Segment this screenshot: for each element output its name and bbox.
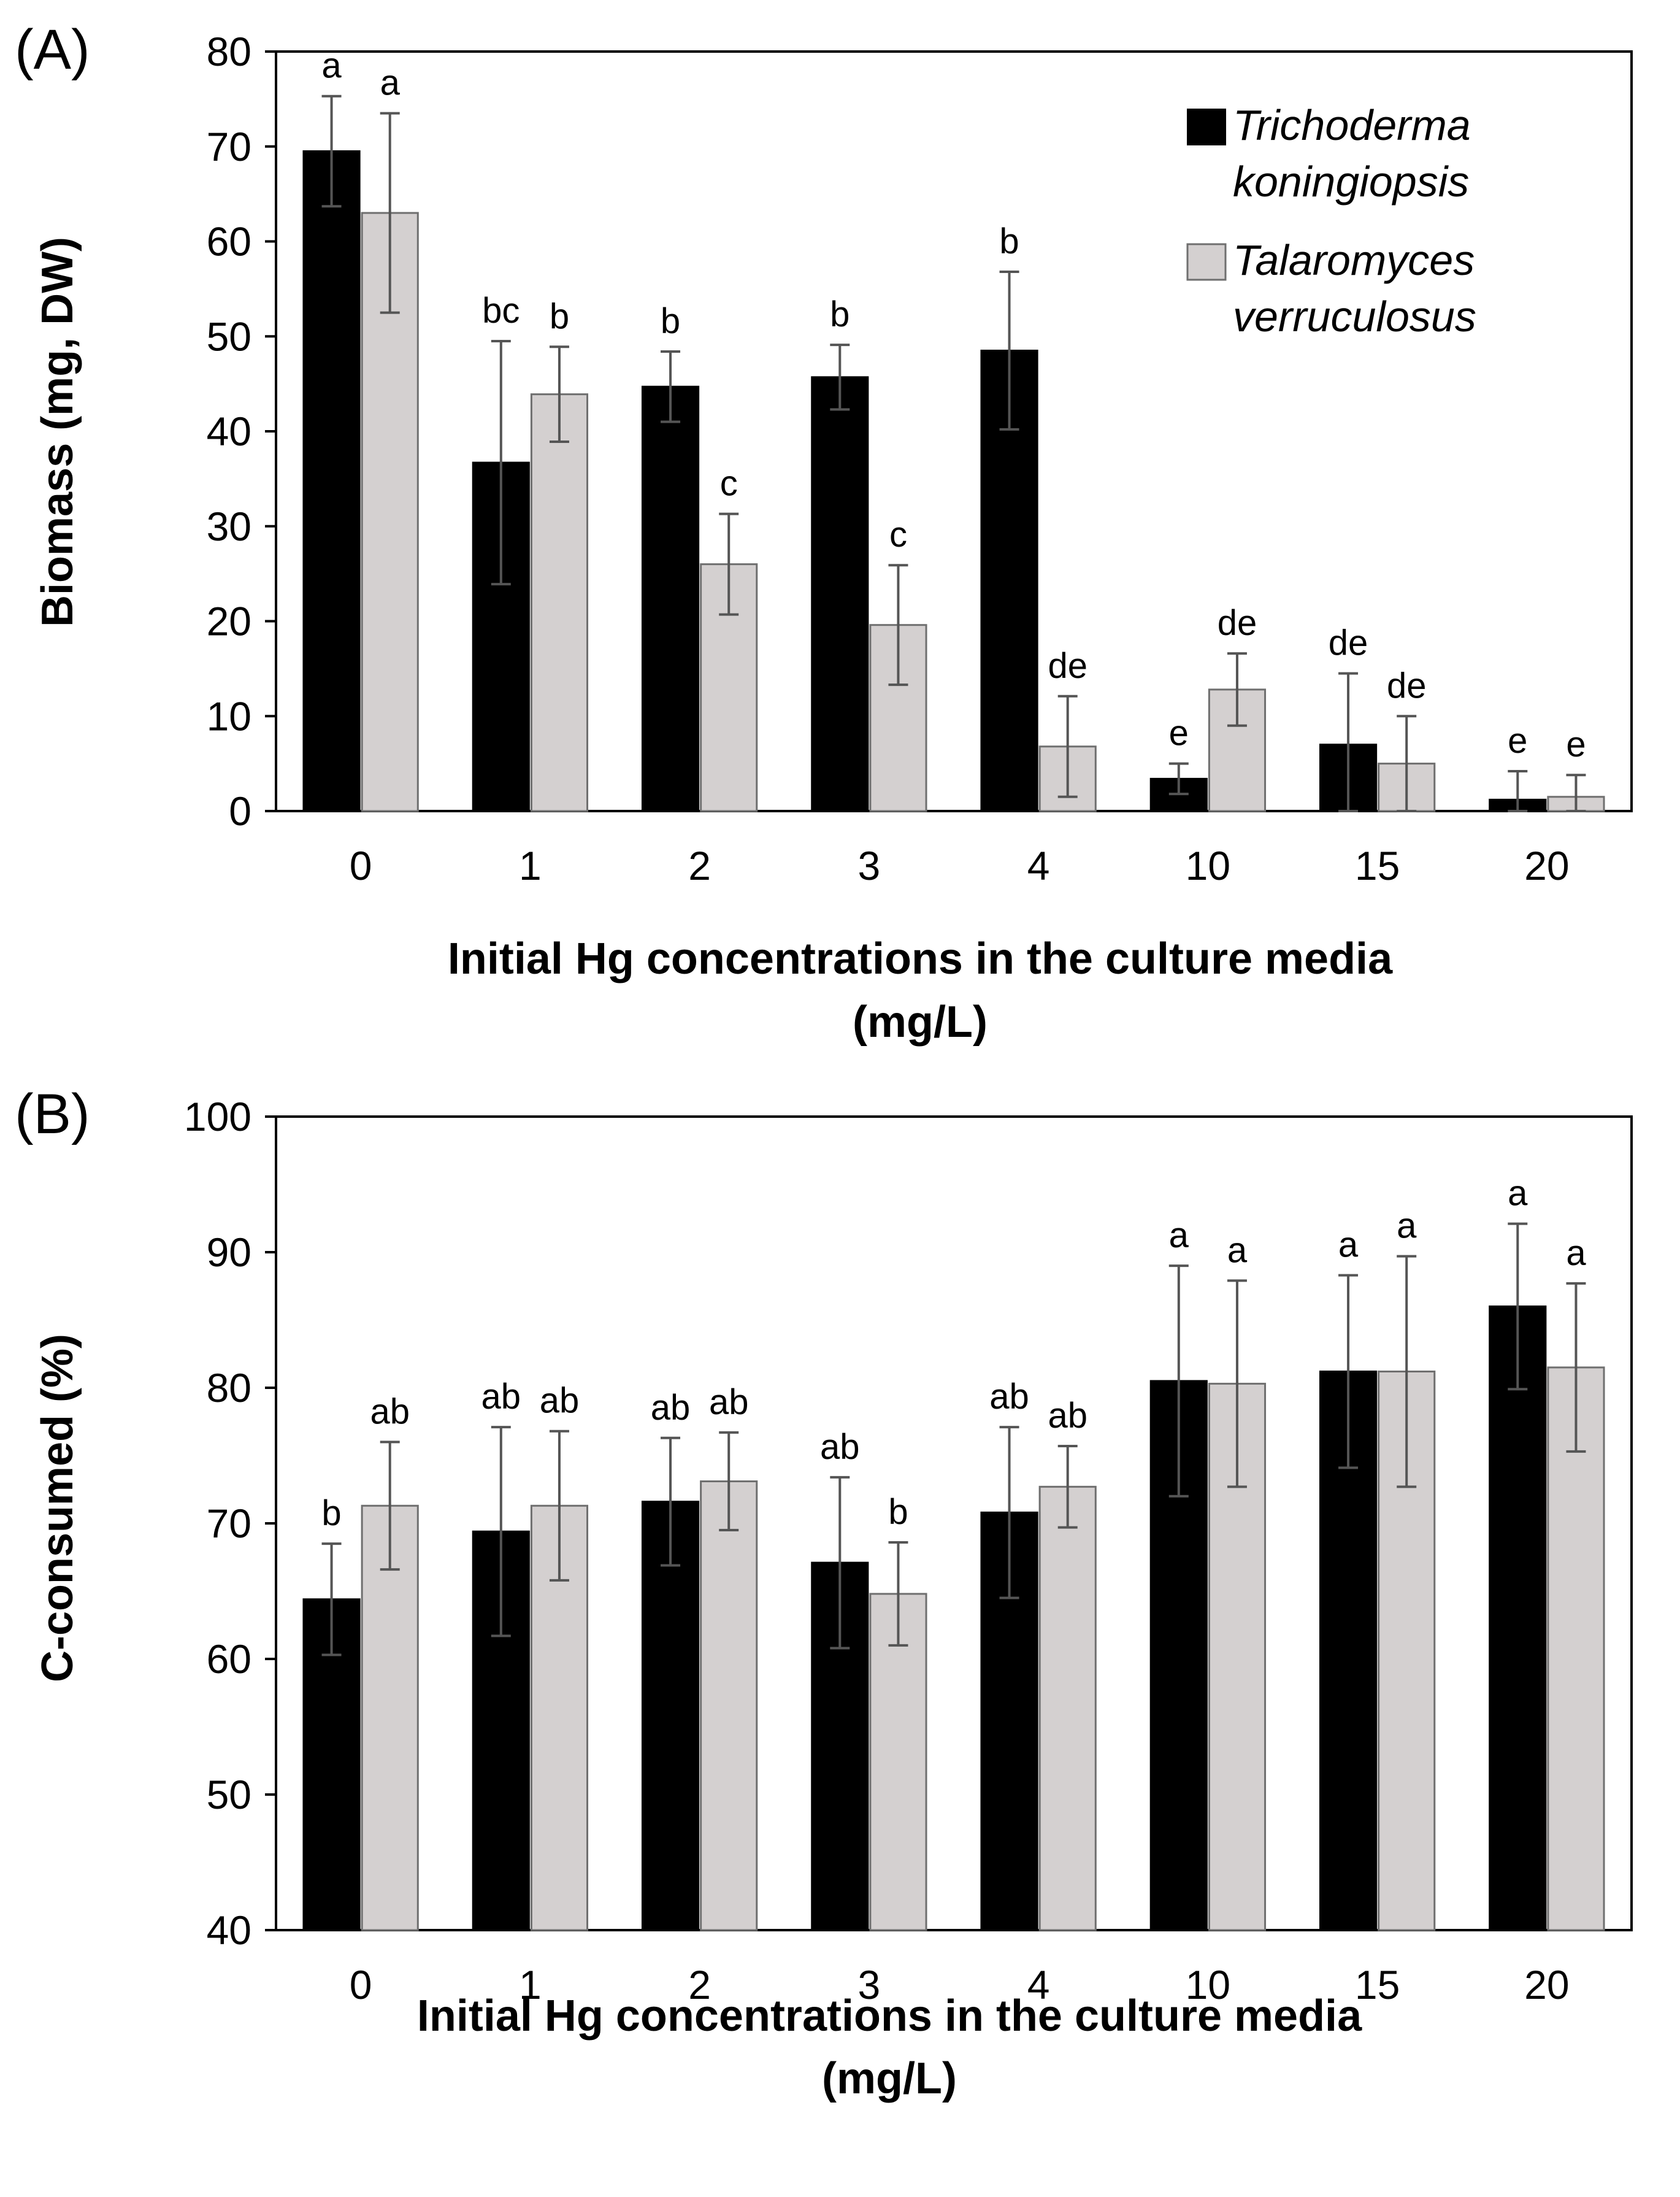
panel-b-y-tick-label-90: 90 — [207, 1229, 251, 1275]
panel-b-bar-s2-4 — [1038, 1485, 1097, 1931]
panel-a-y-axis-title: Biomass (mg, DW) — [33, 237, 82, 627]
panel-b-sig-letter-s2-20: a — [1566, 1233, 1586, 1273]
panel-b-sig-letter-s2-2: ab — [709, 1382, 749, 1422]
panel-b-sig-letter-s1-20: a — [1508, 1174, 1528, 1214]
panel-a-sig-letter-s1-3: b — [830, 294, 850, 334]
panel-b-sig-letter-s2-10: a — [1227, 1230, 1248, 1270]
legend-label-talaromyces-line2: verruculosus — [1233, 293, 1476, 341]
panel-b-y-axis-title: C-consumed (%) — [33, 1334, 82, 1682]
panel-b-x-tick-label-2: 2 — [688, 1962, 711, 2007]
panel-b-y-tick-label-50: 50 — [207, 1772, 251, 1817]
panel-a-sig-letter-s1-2: b — [661, 301, 680, 341]
panel-b-sig-letter-s2-15: a — [1397, 1206, 1417, 1246]
panel-a-bar-s1-3 — [811, 376, 869, 812]
panel-b-bar-s2-20 — [1547, 1366, 1605, 1931]
panel-b-sig-letter-s1-3: ab — [820, 1427, 860, 1467]
panel-a-sig-letter-s1-0: a — [321, 46, 342, 86]
legend-swatch-talaromyces — [1186, 243, 1227, 281]
panel-a-sig-letter-s2-4: de — [1048, 646, 1087, 686]
legend: Trichoderma koningiopsis Talaromyces ver… — [1186, 101, 1476, 341]
panel-a-sig-letter-s2-20: e — [1566, 725, 1586, 764]
panel-a-y-tick-label-50: 50 — [207, 314, 251, 359]
panel-a-sig-letter-s1-4: b — [999, 221, 1019, 261]
panel-b-bar-s2-2 — [700, 1480, 758, 1931]
panel-a-sig-letter-s1-1: bc — [482, 291, 520, 331]
panel-b-y-tick-label-60: 60 — [207, 1636, 251, 1682]
panel-a-y-tick-label-10: 10 — [207, 693, 251, 739]
panel-b-y-tick-label-80: 80 — [207, 1365, 251, 1410]
panel-a-x-tick-label-2: 2 — [688, 843, 711, 888]
panel-a-sig-letter-s1-10: e — [1169, 714, 1189, 753]
panel-a-y-tick-label-20: 20 — [207, 599, 251, 644]
panel-a-sig-letter-s1-15: de — [1329, 623, 1368, 663]
panel-a-x-tick-label-3: 3 — [858, 843, 881, 888]
panel-a-x-tick-label-0: 0 — [350, 843, 372, 888]
panel-b-x-axis-title-units: (mg/L) — [822, 2054, 957, 2103]
panel-b-bar-s2-0 — [361, 1504, 419, 1931]
panel-a-bar-s2-1 — [530, 393, 589, 812]
panel-b-sig-letter-s1-15: a — [1338, 1225, 1359, 1265]
panel-a-x-axis-title-units: (mg/L) — [853, 998, 988, 1047]
panel-b-sig-letter-s2-1: ab — [540, 1381, 580, 1421]
panel-a-sig-letter-s2-15: de — [1387, 666, 1427, 706]
panel-b-x-tick-label-10: 10 — [1186, 1962, 1230, 2007]
panel-a-sig-letter-s2-3: c — [889, 515, 907, 555]
panel-a-y-tick-label-40: 40 — [207, 409, 251, 454]
panel-b-label: (B) — [15, 1083, 90, 1145]
panel-a-y-tick-label-0: 0 — [229, 788, 251, 834]
panel-a-x-tick-label-4: 4 — [1027, 843, 1050, 888]
panel-b-y-tick-label-100: 100 — [184, 1094, 251, 1139]
panel-b-x-axis-title: Initial Hg concentrations in the culture… — [417, 1991, 1362, 2041]
panel-b-y-tick-label-40: 40 — [207, 1907, 251, 1953]
panel-b-sig-letter-s1-4: ab — [989, 1377, 1029, 1417]
panel-b-sig-letter-s2-4: ab — [1048, 1396, 1087, 1436]
panel-b-x-tick-label-4: 4 — [1027, 1962, 1050, 2007]
legend-label-talaromyces-line1: Talaromyces — [1233, 236, 1475, 284]
panel-b-y-tick-label-70: 70 — [207, 1501, 251, 1546]
panel-a-sig-letter-s2-2: c — [720, 464, 738, 504]
panel-a-x-tick-label-10: 10 — [1186, 843, 1230, 888]
panel-b-x-tick-label-0: 0 — [350, 1962, 372, 2007]
panel-a-sig-letter-s2-0: a — [380, 63, 401, 103]
panel-b-sig-letter-s1-10: a — [1169, 1215, 1189, 1255]
panel-a-y-tick-label-80: 80 — [207, 29, 251, 74]
panel-a-bar-s1-0 — [302, 150, 361, 812]
panel-a-x-tick-label-20: 20 — [1524, 843, 1569, 888]
panel-a-x-tick-label-1: 1 — [519, 843, 542, 888]
panel-b-sig-letter-s1-1: ab — [481, 1377, 521, 1417]
panel-b-sig-letter-s2-0: ab — [370, 1391, 410, 1431]
panel-a-x-tick-label-15: 15 — [1355, 843, 1400, 888]
legend-label-trichoderma-line1: Trichoderma — [1233, 101, 1471, 149]
panel-a-y-tick-label-70: 70 — [207, 124, 251, 169]
panel-b-sig-letter-s1-2: ab — [651, 1388, 691, 1428]
panel-a-sig-letter-s1-20: e — [1508, 721, 1527, 761]
legend-label-trichoderma-line2: koningiopsis — [1233, 158, 1469, 206]
panel-b-bar-s1-20 — [1489, 1305, 1547, 1931]
panel-b-bar-s1-3 — [811, 1561, 869, 1931]
panel-a-y-tick-label-30: 30 — [207, 504, 251, 549]
panel-b-sig-letter-s1-0: b — [321, 1493, 341, 1533]
panel-a-y-tick-label-60: 60 — [207, 219, 251, 264]
panel-a-sig-letter-s2-1: b — [550, 296, 569, 336]
panel-b-x-tick-label-3: 3 — [858, 1962, 881, 2007]
legend-swatch-trichoderma — [1187, 109, 1226, 145]
panel-b-x-tick-label-20: 20 — [1524, 1962, 1569, 2007]
panel-a-label: (A) — [15, 18, 90, 81]
panel-a-x-axis-title: Initial Hg concentrations in the culture… — [448, 934, 1393, 983]
panel-b-x-tick-label-1: 1 — [519, 1962, 542, 2007]
panel-a-sig-letter-s2-10: de — [1218, 603, 1257, 643]
panel-b-x-tick-label-15: 15 — [1355, 1962, 1400, 2007]
panel-b-bar-s2-3 — [869, 1593, 927, 1931]
panel-a-bar-s1-2 — [641, 385, 700, 812]
panel-b-sig-letter-s2-3: b — [888, 1492, 908, 1532]
